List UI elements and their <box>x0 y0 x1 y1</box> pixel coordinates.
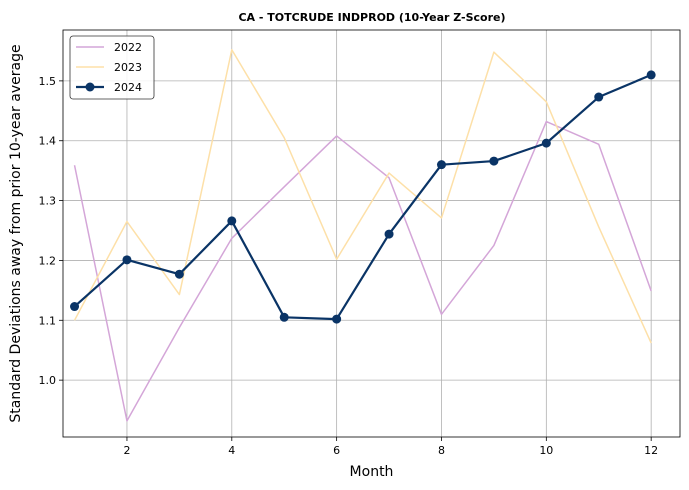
x-tick-label: 2 <box>123 444 130 457</box>
x-tick-label: 6 <box>333 444 340 457</box>
x-tick-label: 10 <box>539 444 553 457</box>
y-tick-label: 1.3 <box>39 195 57 208</box>
data-point-2024 <box>594 92 604 102</box>
data-point-2024 <box>489 156 499 166</box>
data-point-2024 <box>70 302 80 312</box>
y-tick-label: 1.0 <box>39 374 57 387</box>
x-axis-label: Month <box>350 464 394 480</box>
data-point-2024 <box>436 160 446 170</box>
series-layer <box>70 49 656 422</box>
legend: 2022 2023 2024 <box>69 35 155 100</box>
data-point-2024 <box>384 229 394 239</box>
y-axis-label: Standard Deviations away from prior 10-y… <box>8 44 24 422</box>
y-tick-label: 1.5 <box>39 75 57 88</box>
chart-title: CA - TOTCRUDE INDPROD (10-Year Z-Score) <box>238 11 505 24</box>
tick-layer: 2 4 6 8 10 12 1.0 1.1 1.2 1.3 1.4 1.5 <box>39 75 659 457</box>
x-tick-label: 12 <box>644 444 658 457</box>
data-point-2024 <box>646 70 656 80</box>
series-line-2022 <box>73 120 652 422</box>
series-line-2023 <box>73 49 652 344</box>
legend-label-2024: 2024 <box>114 81 142 94</box>
y-tick-label: 1.1 <box>39 314 57 327</box>
data-point-2024 <box>122 255 132 265</box>
plot-frame <box>62 29 681 438</box>
data-point-2024 <box>541 138 551 148</box>
x-tick-label: 4 <box>228 444 235 457</box>
series-line-2024 <box>73 73 652 321</box>
data-point-2024 <box>332 314 342 324</box>
y-tick-label: 1.4 <box>39 135 57 148</box>
data-point-2024 <box>227 216 237 226</box>
y-tick-label: 1.2 <box>39 254 57 267</box>
data-point-2024 <box>279 312 289 322</box>
data-point-2024 <box>174 269 184 279</box>
legend-label-2022: 2022 <box>114 41 142 54</box>
legend-marker-2024 <box>85 82 95 92</box>
legend-label-2023: 2023 <box>114 61 142 74</box>
x-tick-label: 8 <box>438 444 445 457</box>
grid-lines <box>63 30 680 437</box>
